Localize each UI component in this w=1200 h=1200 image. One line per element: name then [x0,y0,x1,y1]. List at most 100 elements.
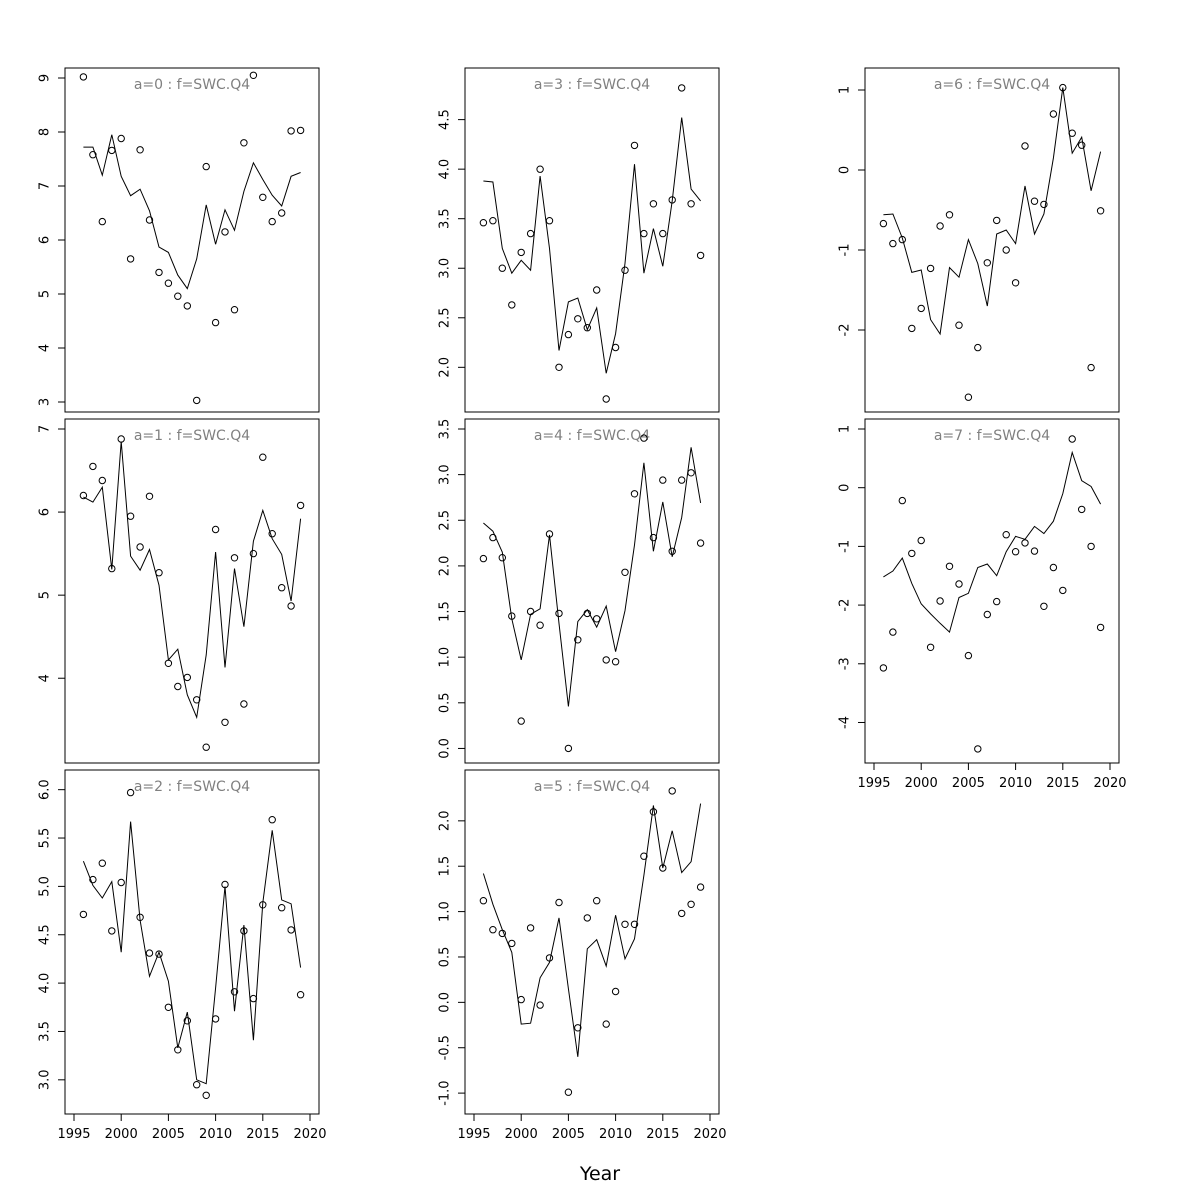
data-point [164,279,173,287]
data-point [1049,110,1058,118]
data-point [259,453,267,461]
data-point [687,200,695,208]
data-point [649,200,658,208]
data-point [296,501,305,510]
data-point [630,920,639,928]
y-tick-label: 3.0 [438,464,453,485]
data-point [983,259,991,267]
data-point [183,1017,192,1025]
data-point [983,610,991,619]
plot-frame [64,769,320,1115]
data-point [489,217,497,225]
data-point [574,315,582,323]
y-tick-label: 1 [838,425,853,433]
data-point [687,469,695,477]
panel-title: a=1 : f=SWC.Q4 [134,428,250,444]
data-point [1096,623,1105,632]
y-tick-label: -2 [838,599,853,612]
data-point [602,395,610,403]
plot-frame [464,67,720,413]
data-point [479,219,488,227]
data-point [564,330,573,339]
data-point [1002,246,1010,254]
data-point [126,512,135,520]
data-point [536,1001,544,1009]
data-point [98,217,107,226]
data-point [889,628,897,636]
data-point [696,883,705,891]
y-tick-label: 2.0 [438,556,453,577]
panel-title: a=7 : f=SWC.Q4 [934,428,1050,444]
data-point [936,222,944,230]
data-point [696,539,705,547]
x-tick-label: 2015 [646,1127,679,1142]
y-tick-label: 0 [838,484,853,492]
data-point [678,84,686,92]
data-point [117,435,125,443]
data-point [174,682,182,691]
data-point [268,530,276,538]
x-tick-label: 1995 [457,1127,490,1142]
data-point [1040,200,1048,209]
data-point [945,562,954,570]
data-point [164,1003,173,1011]
y-tick-label: 3.5 [38,1021,53,1042]
data-point [240,139,248,147]
y-tick-label: 0.5 [438,947,453,968]
fitted-line [883,450,1102,634]
y-tick-label: 4.5 [38,924,53,945]
data-point [1030,197,1039,205]
data-point [1087,363,1095,372]
data-point [79,491,88,500]
y-tick-label: 7 [38,182,53,190]
data-point [640,229,648,238]
data-point [126,788,135,797]
x-tick-label: 2015 [1046,776,1079,791]
plot-frame [64,67,320,413]
data-point [211,1015,220,1023]
data-point [145,216,154,224]
data-point [611,343,620,352]
x-tick-label: 2005 [552,1127,585,1142]
panel-title: a=2 : f=SWC.Q4 [134,779,250,795]
data-point [1078,505,1086,514]
data-point [1068,435,1076,443]
fitted-line [483,117,701,374]
data-point [174,292,182,300]
data-point [183,302,192,310]
y-tick-label: 3.5 [438,419,453,440]
figure-x-axis-label: Year [579,1163,620,1185]
data-point [508,301,516,309]
data-point [268,816,276,824]
y-tick-label: -3 [838,657,853,670]
data-point [564,1088,573,1096]
data-point [89,151,97,159]
data-point [917,304,925,313]
data-point [526,924,535,932]
data-point [611,987,620,996]
y-tick-label: 2.5 [438,307,453,328]
data-point [593,286,601,294]
data-point [621,568,629,576]
data-point [908,324,916,333]
data-point [108,927,116,935]
y-tick-label: 6 [38,236,53,244]
panel-4: a=4 : f=SWC.Q4 0.0 0.5 1.0 1.5 2.0 2.5 3.0 3.5 [438,418,720,764]
data-point [211,525,220,534]
data-point [79,910,88,919]
fitted-line [482,803,702,1057]
data-point [268,217,276,226]
x-tick-label: 2000 [105,1127,138,1142]
data-point [955,321,963,329]
data-point [640,434,648,442]
y-tick-label: 6.0 [38,779,53,800]
data-point [630,490,639,498]
y-tick-label: -1 [838,540,853,553]
data-point [908,549,916,558]
x-tick-label: 1995 [857,776,890,791]
y-tick-label: -0.5 [438,1035,453,1060]
data-point [108,146,116,155]
y-tick-label: 1.0 [438,647,453,668]
panel-3: a=3 : f=SWC.Q4 2.0 2.5 3.0 3.5 4.0 4.5 [438,67,720,413]
